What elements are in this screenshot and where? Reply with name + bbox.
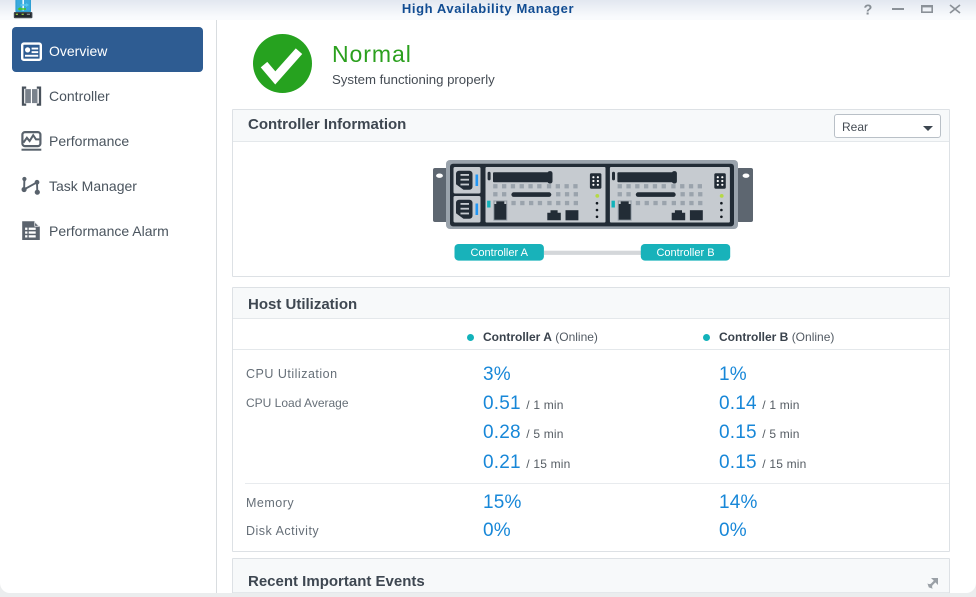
svg-text:Controller A: Controller A [470,247,528,259]
svg-text:Controller B: Controller B [656,247,714,259]
svg-text:?: ? [864,3,873,19]
